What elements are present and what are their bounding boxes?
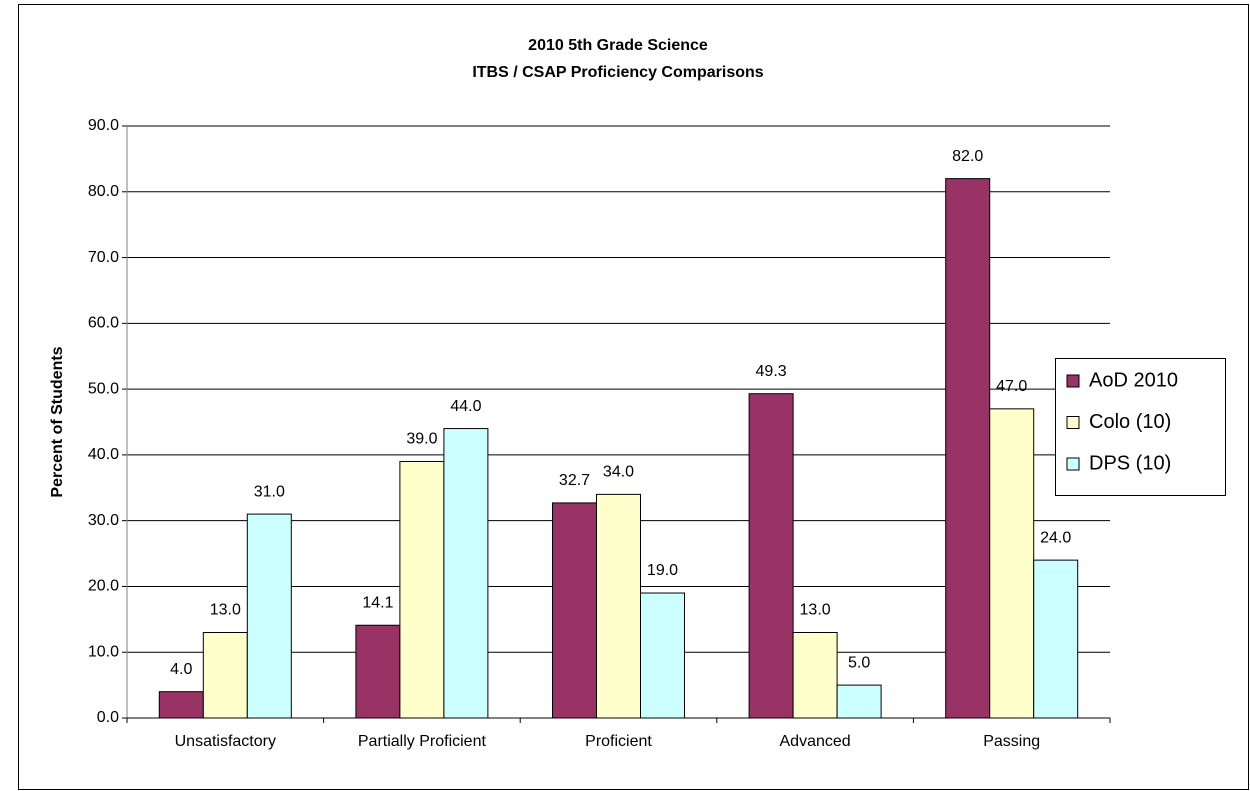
bar: [158, 691, 204, 719]
value-label: 5.0: [848, 654, 870, 671]
value-label: 32.7: [559, 472, 590, 489]
y-tick-label: 30.0: [88, 512, 119, 529]
bar: [443, 428, 489, 719]
bar: [792, 631, 838, 719]
value-label: 49.3: [756, 363, 787, 380]
bar: [552, 502, 597, 719]
bar: [640, 592, 685, 719]
value-label: 13.0: [800, 602, 831, 619]
value-label: 44.0: [450, 398, 481, 415]
y-axis-label: Percent of Students: [49, 346, 66, 497]
legend-box: [1055, 358, 1226, 496]
value-label: 13.0: [210, 602, 241, 619]
value-label: 39.0: [406, 431, 437, 448]
bar: [945, 178, 991, 719]
y-tick-label: 70.0: [88, 249, 119, 266]
y-tick-label: 40.0: [88, 446, 119, 463]
x-tick-label: Passing: [983, 733, 1040, 750]
legend-label: Colo (10): [1089, 411, 1171, 433]
x-tick-label: Unsatisfactory: [175, 733, 276, 750]
value-label: 4.0: [170, 661, 192, 678]
legend-label: AoD 2010: [1089, 369, 1178, 391]
value-label: 34.0: [603, 464, 634, 481]
y-tick-label: 20.0: [88, 578, 119, 595]
bar: [355, 624, 401, 719]
legend-swatch: [1066, 374, 1080, 388]
x-tick-label: Advanced: [780, 733, 851, 750]
y-tick-label: 80.0: [88, 183, 119, 200]
legend-swatch: [1066, 416, 1080, 429]
chart-title: 2010 5th Grade Science: [528, 37, 708, 54]
bar: [836, 684, 882, 719]
x-tick-label: Partially Proficient: [358, 733, 487, 750]
y-tick-label: 50.0: [88, 380, 119, 397]
bar: [246, 513, 292, 719]
bar: [202, 631, 248, 719]
y-tick-label: 10.0: [88, 643, 119, 660]
x-tick-label: Proficient: [585, 733, 652, 750]
value-label: 47.0: [996, 378, 1027, 395]
chart-subtitle: ITBS / CSAP Proficiency Comparisons: [472, 64, 763, 81]
bar: [1033, 559, 1079, 719]
value-label: 14.1: [362, 594, 393, 611]
y-tick-label: 60.0: [88, 315, 119, 332]
value-label: 31.0: [254, 483, 285, 500]
value-label: 24.0: [1040, 529, 1071, 546]
bar: [748, 393, 794, 719]
legend-label: DPS (10): [1089, 452, 1171, 474]
value-label: 82.0: [952, 148, 983, 165]
value-label: 19.0: [647, 562, 678, 579]
bar: [399, 460, 445, 719]
bar: [596, 493, 641, 719]
y-tick-label: 0.0: [97, 709, 119, 726]
legend-swatch: [1066, 457, 1080, 471]
bar: [989, 408, 1035, 719]
y-tick-label: 90.0: [88, 117, 119, 134]
